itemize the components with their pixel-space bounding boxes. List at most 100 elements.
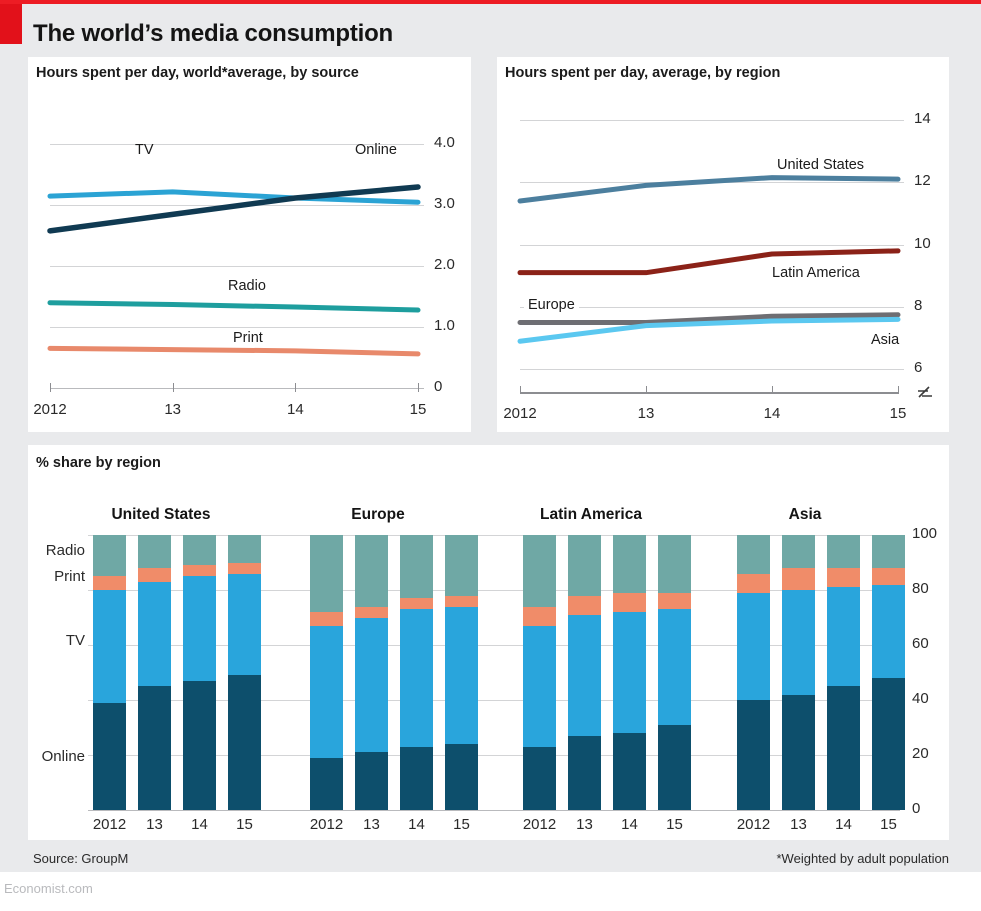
bar-segment-online	[138, 686, 171, 810]
ytick-bottom-20: 20	[912, 745, 929, 762]
bar-segment-radio	[355, 535, 388, 607]
bar-segment-radio	[737, 535, 770, 574]
stack-label-radio: Radio	[45, 542, 85, 559]
xtickmark-left-3	[418, 383, 419, 392]
xtickmark-right-0	[520, 386, 521, 394]
bar-segment-radio	[93, 535, 126, 577]
bar-segment-tv	[827, 587, 860, 687]
gridline-right-14	[520, 119, 904, 121]
bar-xtick-latin-america-15: 15	[666, 816, 683, 833]
bar-xtick-asia-14: 14	[835, 816, 852, 833]
bar-segment-radio	[445, 535, 478, 596]
gridline-bottom-80	[88, 590, 900, 591]
gridline-right-12	[520, 182, 904, 184]
bar-segment-radio	[310, 535, 343, 612]
stack-label-print: Print	[54, 568, 85, 585]
brand-accent-tab	[0, 4, 22, 44]
bar-segment-radio	[138, 535, 171, 568]
gridline-left-4	[50, 144, 424, 146]
bar-xtick-europe-2012: 2012	[309, 816, 344, 833]
bar-segment-print	[568, 595, 601, 615]
bar-xtick-united-states-2012: 2012	[92, 816, 127, 833]
gridline-bottom-20	[88, 755, 900, 756]
bar-segment-tv	[355, 617, 388, 753]
ytick-bottom-80: 80	[912, 580, 929, 597]
bar-segment-online	[400, 746, 433, 810]
footer-strip	[0, 872, 981, 911]
ytick-left-3: 3.0	[434, 195, 455, 213]
bar-segment-print	[827, 568, 860, 588]
bar-group-title-europe: Europe	[351, 506, 405, 523]
xtickmark-left-2	[295, 383, 297, 392]
bar-segment-print	[355, 606, 388, 618]
series-label-latin-america: Latin America	[768, 265, 864, 281]
ytick-bottom-0: 0	[912, 800, 921, 817]
bar-segment-tv	[310, 625, 343, 758]
xtick-right-13: 13	[637, 405, 655, 422]
economist-brand: Economist.com	[4, 881, 93, 896]
bar-xtick-asia-15: 15	[880, 816, 897, 833]
bar-segment-tv	[228, 573, 261, 676]
gridline-left-0	[50, 388, 424, 389]
xtick-left-2012: 2012	[33, 401, 67, 418]
bar-segment-tv	[613, 612, 646, 733]
bar-xtick-asia-13: 13	[790, 816, 807, 833]
bar-segment-print	[782, 568, 815, 590]
xtick-right-15: 15	[889, 405, 907, 422]
ytick-left-0: 0	[434, 378, 443, 395]
series-label-asia: Asia	[867, 332, 904, 348]
series-label-radio: Radio	[228, 278, 266, 294]
bar-xtick-europe-15: 15	[453, 816, 470, 833]
bar-segment-print	[658, 592, 691, 610]
bar-segment-tv	[183, 576, 216, 681]
gridline-right-10	[520, 244, 904, 246]
bar-segment-radio	[183, 535, 216, 566]
bar-segment-tv	[658, 609, 691, 725]
gridline-left-2	[50, 266, 424, 268]
bar-segment-print	[310, 612, 343, 626]
bar-xtick-latin-america-2012: 2012	[522, 816, 557, 833]
bar-segment-tv	[872, 584, 905, 678]
bar-segment-online	[445, 744, 478, 810]
xtick-left-14: 14	[286, 401, 304, 418]
gridline-bottom-0	[88, 810, 900, 811]
stack-label-online: Online	[41, 748, 85, 765]
bar-segment-print	[872, 568, 905, 585]
bar-segment-print	[445, 595, 478, 607]
bar-segment-radio	[228, 535, 261, 563]
ytick-right-12: 12	[914, 172, 931, 190]
bar-segment-online	[523, 746, 556, 810]
bar-segment-online	[827, 686, 860, 810]
bar-xtick-latin-america-13: 13	[576, 816, 593, 833]
ytick-left-2: 2.0	[434, 256, 455, 274]
stack-label-tv: TV	[65, 632, 85, 649]
bar-xtick-europe-13: 13	[363, 816, 380, 833]
weighted-note: *Weighted by adult population	[776, 851, 950, 866]
bar-segment-print	[228, 562, 261, 574]
bar-segment-tv	[400, 609, 433, 747]
bar-segment-tv	[737, 592, 770, 700]
bar-segment-print	[93, 576, 126, 590]
bar-segment-online	[737, 700, 770, 810]
ytick-bottom-40: 40	[912, 690, 929, 707]
bar-segment-tv	[445, 606, 478, 744]
ytick-right-6: 6	[914, 359, 923, 377]
bar-segment-tv	[782, 590, 815, 695]
bar-segment-radio	[400, 535, 433, 599]
chart-title-share: % share by region	[36, 455, 161, 471]
bar-xtick-latin-america-14: 14	[621, 816, 638, 833]
bar-segment-radio	[782, 535, 815, 568]
source-note: Source: GroupM	[33, 851, 129, 866]
top-red-rule	[0, 0, 981, 4]
xtick-left-13: 13	[164, 401, 181, 418]
gridline-left-3	[50, 205, 424, 207]
bar-segment-online	[782, 694, 815, 810]
bar-xtick-united-states-15: 15	[236, 816, 253, 833]
series-label-united-states: United States	[773, 157, 869, 173]
gridline-bottom-60	[88, 645, 900, 646]
axis-right-baseline	[520, 392, 898, 394]
bar-segment-tv	[568, 614, 601, 736]
bar-segment-online	[872, 678, 905, 810]
bar-xtick-united-states-13: 13	[146, 816, 163, 833]
bar-group-title-latin-america: Latin America	[540, 506, 642, 523]
